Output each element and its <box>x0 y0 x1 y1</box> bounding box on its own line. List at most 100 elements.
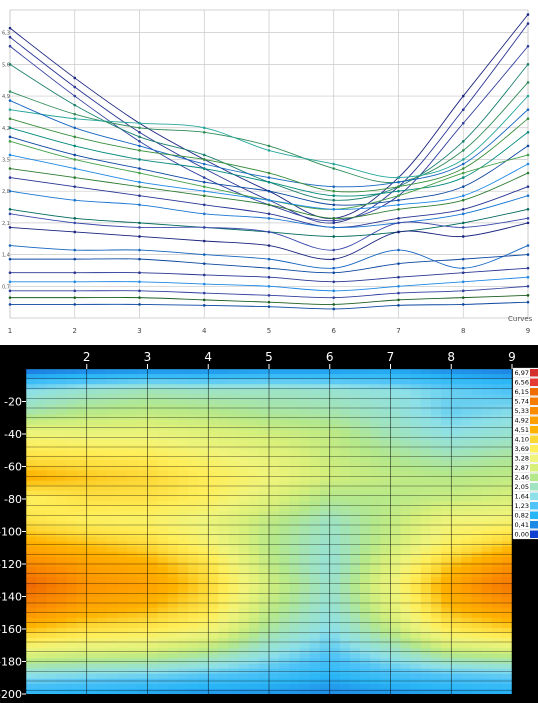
heatmap-cell <box>198 485 209 492</box>
heatmap-cell <box>390 673 402 680</box>
heatmap-cell <box>188 587 199 594</box>
heatmap-cell <box>481 480 493 487</box>
heatmap-cell <box>66 663 78 670</box>
heatmap-cell <box>299 465 311 472</box>
heatmap-cell <box>299 399 311 406</box>
heatmap-cell <box>258 638 270 644</box>
heatmap-cell <box>46 429 57 436</box>
heatmap-cell <box>269 592 280 599</box>
heatmap-cell <box>339 597 351 604</box>
heatmap-cell <box>431 480 442 487</box>
heatmap-cell <box>66 511 78 517</box>
heatmap-cell <box>188 678 199 685</box>
heatmap-cell <box>117 480 128 487</box>
heatmap-cell <box>238 678 250 685</box>
heatmap-cell <box>400 404 412 411</box>
heatmap-cell <box>380 648 392 654</box>
heatmap-cell <box>431 678 442 685</box>
heatmap-cell <box>410 475 422 482</box>
heatmap-cell <box>481 429 493 436</box>
heatmap-cell <box>319 577 331 583</box>
heatmap-cell <box>198 450 209 456</box>
heatmap-cell <box>96 384 108 390</box>
heatmap-cell <box>218 475 230 482</box>
heatmap-cell <box>350 592 361 599</box>
heatmap-cell <box>26 384 37 390</box>
heatmap-cell <box>279 506 290 512</box>
heatmap-cell <box>339 648 351 654</box>
heatmap-cell <box>481 440 493 446</box>
heatmap-cell <box>107 389 118 395</box>
scale-swatch <box>530 492 538 500</box>
heatmap-cell <box>46 460 57 467</box>
heatmap-cell <box>127 617 138 624</box>
heatmap-cell <box>299 419 311 426</box>
heatmap-cell <box>188 501 199 507</box>
heatmap-cell <box>248 384 260 390</box>
heatmap-cell <box>319 597 331 604</box>
data-point <box>202 282 206 286</box>
heatmap-cell <box>76 643 88 649</box>
heatmap-cell <box>198 597 209 604</box>
heatmap-cell <box>501 577 512 583</box>
heatmap-cell <box>117 582 128 588</box>
heatmap-cell <box>208 450 219 456</box>
heatmap-cell <box>137 602 149 609</box>
heatmap-cell <box>481 379 493 385</box>
heatmap-cell <box>309 506 321 512</box>
heatmap-cell <box>410 379 422 385</box>
data-point <box>8 153 12 157</box>
data-point <box>267 275 271 279</box>
heatmap-cell <box>208 643 219 649</box>
y-tick-label: 6,3 <box>2 31 10 37</box>
heatmap-cell <box>289 567 300 573</box>
heatmap-cell <box>269 409 280 416</box>
heatmap-cell <box>481 627 493 634</box>
data-point <box>397 207 400 211</box>
heatmap-cell <box>289 435 300 441</box>
heatmap-cell <box>431 531 442 538</box>
heatmap-cell <box>420 546 432 553</box>
heatmap-cell <box>380 435 392 441</box>
data-point <box>8 126 12 130</box>
heatmap-cell <box>147 435 159 441</box>
heatmap-cell <box>471 673 483 680</box>
heatmap-cell <box>279 551 290 558</box>
data-point <box>461 289 465 293</box>
heatmap-cell <box>329 379 341 385</box>
heatmap-cell <box>228 617 240 624</box>
heatmap-cell <box>491 531 503 538</box>
x-tick-label: 9 <box>526 327 530 335</box>
data-point <box>526 117 530 121</box>
heatmap-cell <box>410 389 422 395</box>
heatmap-cell <box>420 475 432 482</box>
heatmap-cell <box>228 653 240 660</box>
heatmap-cell <box>248 643 260 649</box>
heatmap-cell <box>177 409 189 416</box>
heatmap-cell <box>157 602 169 609</box>
heatmap-cell <box>350 394 361 401</box>
heatmap-cell <box>218 572 230 578</box>
heatmap-cell <box>410 567 422 573</box>
heatmap-cell <box>299 531 311 538</box>
heatmap-cell <box>157 460 169 467</box>
heatmap-cell <box>329 516 341 522</box>
heatmap-cell <box>248 506 260 512</box>
heatmap-cell <box>208 577 219 583</box>
heatmap-cell <box>137 455 149 462</box>
heatmap-cell <box>228 648 240 654</box>
heatmap-cell <box>441 409 452 416</box>
heatmap-cell <box>208 521 219 528</box>
heatmap-cell <box>461 592 473 599</box>
heatmap-cell <box>441 495 452 502</box>
heatmap-cell <box>238 384 250 390</box>
heatmap-cell <box>491 379 503 385</box>
heatmap-cell <box>471 678 483 685</box>
heatmap-cell <box>339 546 351 553</box>
heatmap-cell <box>188 389 199 395</box>
heatmap-cell <box>96 521 108 528</box>
heatmap-cell <box>157 445 169 451</box>
heatmap-cell <box>36 638 47 644</box>
heatmap-cell <box>501 409 512 416</box>
heatmap-cell <box>238 455 250 462</box>
